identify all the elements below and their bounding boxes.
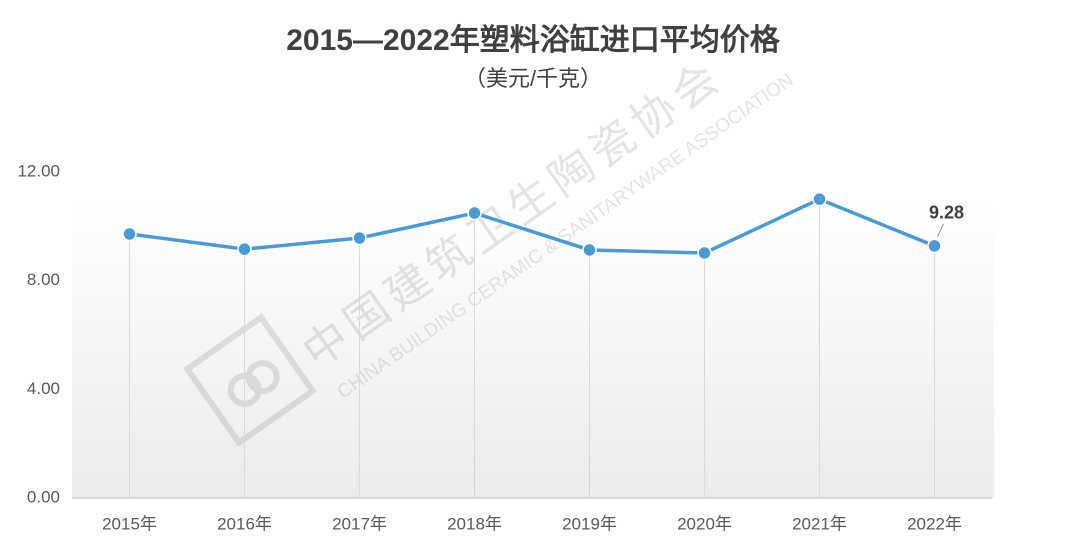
- x-tick-label: 2022年: [907, 514, 962, 533]
- data-point: [122, 226, 137, 242]
- x-tick-label: 2015年: [102, 514, 157, 533]
- chart-title: 2015—2022年塑料浴缸进口平均价格: [286, 23, 780, 57]
- x-tick-label: 2016年: [217, 514, 272, 533]
- data-point: [697, 245, 712, 261]
- data-point: [237, 241, 252, 257]
- data-point: [582, 242, 597, 258]
- data-point: [927, 238, 942, 254]
- y-tick-label: 8.00: [27, 270, 60, 289]
- x-tick-label: 2020年: [677, 514, 732, 533]
- data-point: [812, 191, 827, 207]
- x-tick-label: 2018年: [447, 514, 502, 533]
- data-label: 9.28: [929, 203, 964, 223]
- series-line: [129, 197, 936, 255]
- plot-background: [72, 200, 994, 498]
- x-tick-label: 2017年: [332, 514, 387, 533]
- y-tick-label: 12.00: [17, 161, 60, 180]
- x-tick-label: 2019年: [562, 514, 617, 533]
- y-tick-label: 0.00: [27, 487, 60, 506]
- chart-subtitle: （美元/千克）: [464, 66, 602, 91]
- data-point: [467, 205, 482, 221]
- data-point: [352, 230, 367, 246]
- x-tick-label: 2021年: [792, 514, 847, 533]
- label-leader: [937, 223, 944, 238]
- watermark-logo: [183, 313, 317, 447]
- y-tick-label: 4.00: [27, 379, 60, 398]
